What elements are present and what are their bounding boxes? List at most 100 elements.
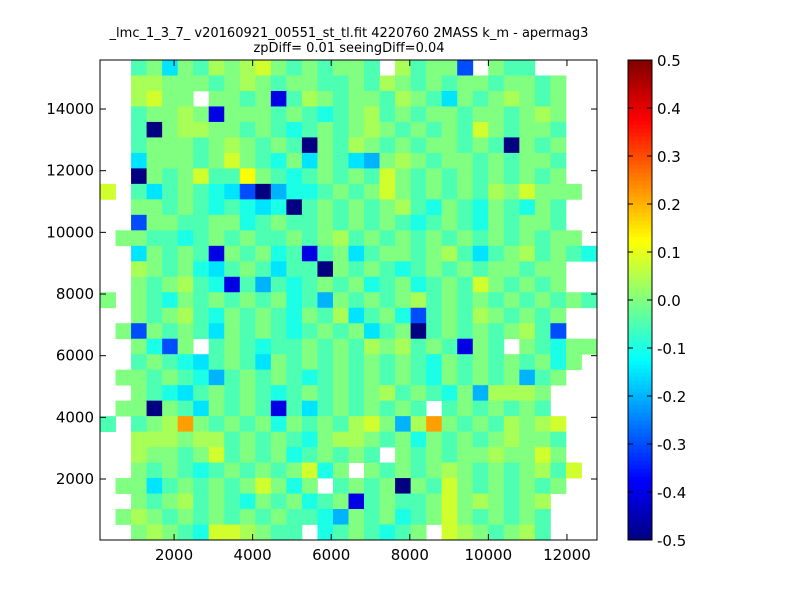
heatmap-cell <box>519 75 536 92</box>
heatmap-cell <box>488 183 505 200</box>
heatmap-cell <box>364 121 380 138</box>
heatmap-cell <box>208 245 225 262</box>
heatmap-cell <box>426 276 443 293</box>
heatmap-cell <box>224 199 241 216</box>
heatmap-cell <box>441 292 458 309</box>
colorbar-segment <box>628 368 652 373</box>
heatmap-cell <box>162 230 179 247</box>
heatmap-cell <box>239 447 256 463</box>
colorbar-segment <box>628 204 652 209</box>
heatmap-cell <box>379 385 396 402</box>
heatmap-cell <box>519 338 536 355</box>
colorbar-segment <box>628 328 652 333</box>
colorbar-segment <box>628 180 652 185</box>
heatmap-cell <box>348 152 365 169</box>
heatmap-cell <box>177 338 194 355</box>
heatmap-cell <box>441 462 458 479</box>
heatmap-cell <box>208 447 225 463</box>
heatmap-cell <box>270 75 287 92</box>
heatmap-cell <box>146 214 163 231</box>
heatmap-cell <box>317 431 334 448</box>
heatmap-cell <box>410 400 427 417</box>
heatmap-cell <box>317 106 334 123</box>
y-tick-label: 6000 <box>56 347 94 365</box>
heatmap-cell <box>472 323 489 340</box>
heatmap-cell <box>224 261 241 278</box>
heatmap-cell <box>224 431 241 448</box>
heatmap-cell <box>286 261 303 278</box>
heatmap-cell <box>255 75 272 92</box>
heatmap-cell <box>534 121 551 138</box>
heatmap-cell <box>131 478 147 494</box>
heatmap-cell <box>115 509 132 525</box>
colorbar-segment <box>628 508 652 513</box>
heatmap-cell <box>364 261 380 278</box>
heatmap-cell <box>364 199 380 216</box>
heatmap-cell <box>317 354 334 371</box>
heatmap-cell <box>472 292 489 309</box>
heatmap-cell <box>364 137 380 154</box>
heatmap-cell <box>519 369 536 386</box>
heatmap-cell <box>317 199 334 216</box>
heatmap-cell <box>239 261 256 278</box>
heatmap-cell <box>224 493 241 510</box>
heatmap-cell <box>472 75 489 92</box>
heatmap-cell <box>162 385 179 402</box>
heatmap-cell <box>177 307 194 324</box>
heatmap-cell <box>410 121 427 138</box>
colorbar-segment <box>628 412 652 417</box>
heatmap-cell <box>286 137 303 154</box>
heatmap-cell <box>488 214 505 231</box>
colorbar-segment <box>628 192 652 197</box>
heatmap-cell <box>472 214 489 231</box>
heatmap-cell <box>364 245 380 262</box>
colorbar-segment <box>628 360 652 365</box>
heatmap-cell <box>332 369 349 386</box>
heatmap-cell <box>534 338 551 355</box>
heatmap-cell <box>379 462 396 479</box>
colorbar-segment <box>628 296 652 301</box>
heatmap-cell <box>472 168 489 185</box>
heatmap-cell <box>286 276 303 293</box>
heatmap-cell <box>255 230 272 247</box>
heatmap-cell <box>208 369 225 386</box>
heatmap-cell <box>208 307 225 324</box>
heatmap-cell <box>364 323 380 340</box>
heatmap-cell <box>348 168 365 185</box>
heatmap-cell <box>193 152 210 169</box>
colorbar-segment <box>628 344 652 349</box>
heatmap-cell <box>270 90 287 107</box>
heatmap-cell <box>317 90 334 107</box>
heatmap-cell <box>441 354 458 371</box>
heatmap-cell <box>410 75 427 92</box>
heatmap-cell <box>301 168 318 185</box>
heatmap-cell <box>348 75 365 92</box>
heatmap-cell <box>239 416 256 433</box>
heatmap-cell <box>177 60 194 76</box>
heatmap-cell <box>224 524 241 541</box>
heatmap-cell <box>286 168 303 185</box>
heatmap-cell <box>239 323 256 340</box>
heatmap-cell <box>270 493 287 510</box>
heatmap-cell <box>503 385 520 402</box>
heatmap-cell <box>441 261 458 278</box>
heatmap-cell <box>410 261 427 278</box>
heatmap-cell <box>488 354 505 371</box>
heatmap-cell <box>146 416 163 433</box>
heatmap-cell <box>410 230 427 247</box>
heatmap-cell <box>270 338 287 355</box>
heatmap-cell <box>208 292 225 309</box>
colorbar-segment <box>628 472 652 477</box>
colorbar-tick-label: 0.1 <box>657 244 681 262</box>
heatmap-cell <box>519 121 536 138</box>
heatmap-cell <box>286 90 303 107</box>
colorbar-segment <box>628 208 652 213</box>
colorbar-segment <box>628 312 652 317</box>
heatmap-cell <box>301 323 318 340</box>
heatmap-cell <box>426 462 443 479</box>
heatmap-cell <box>457 214 474 231</box>
heatmap-cell <box>519 431 536 448</box>
heatmap-cell <box>534 183 551 200</box>
colorbar-segment <box>628 228 652 233</box>
heatmap-cell <box>379 307 396 324</box>
